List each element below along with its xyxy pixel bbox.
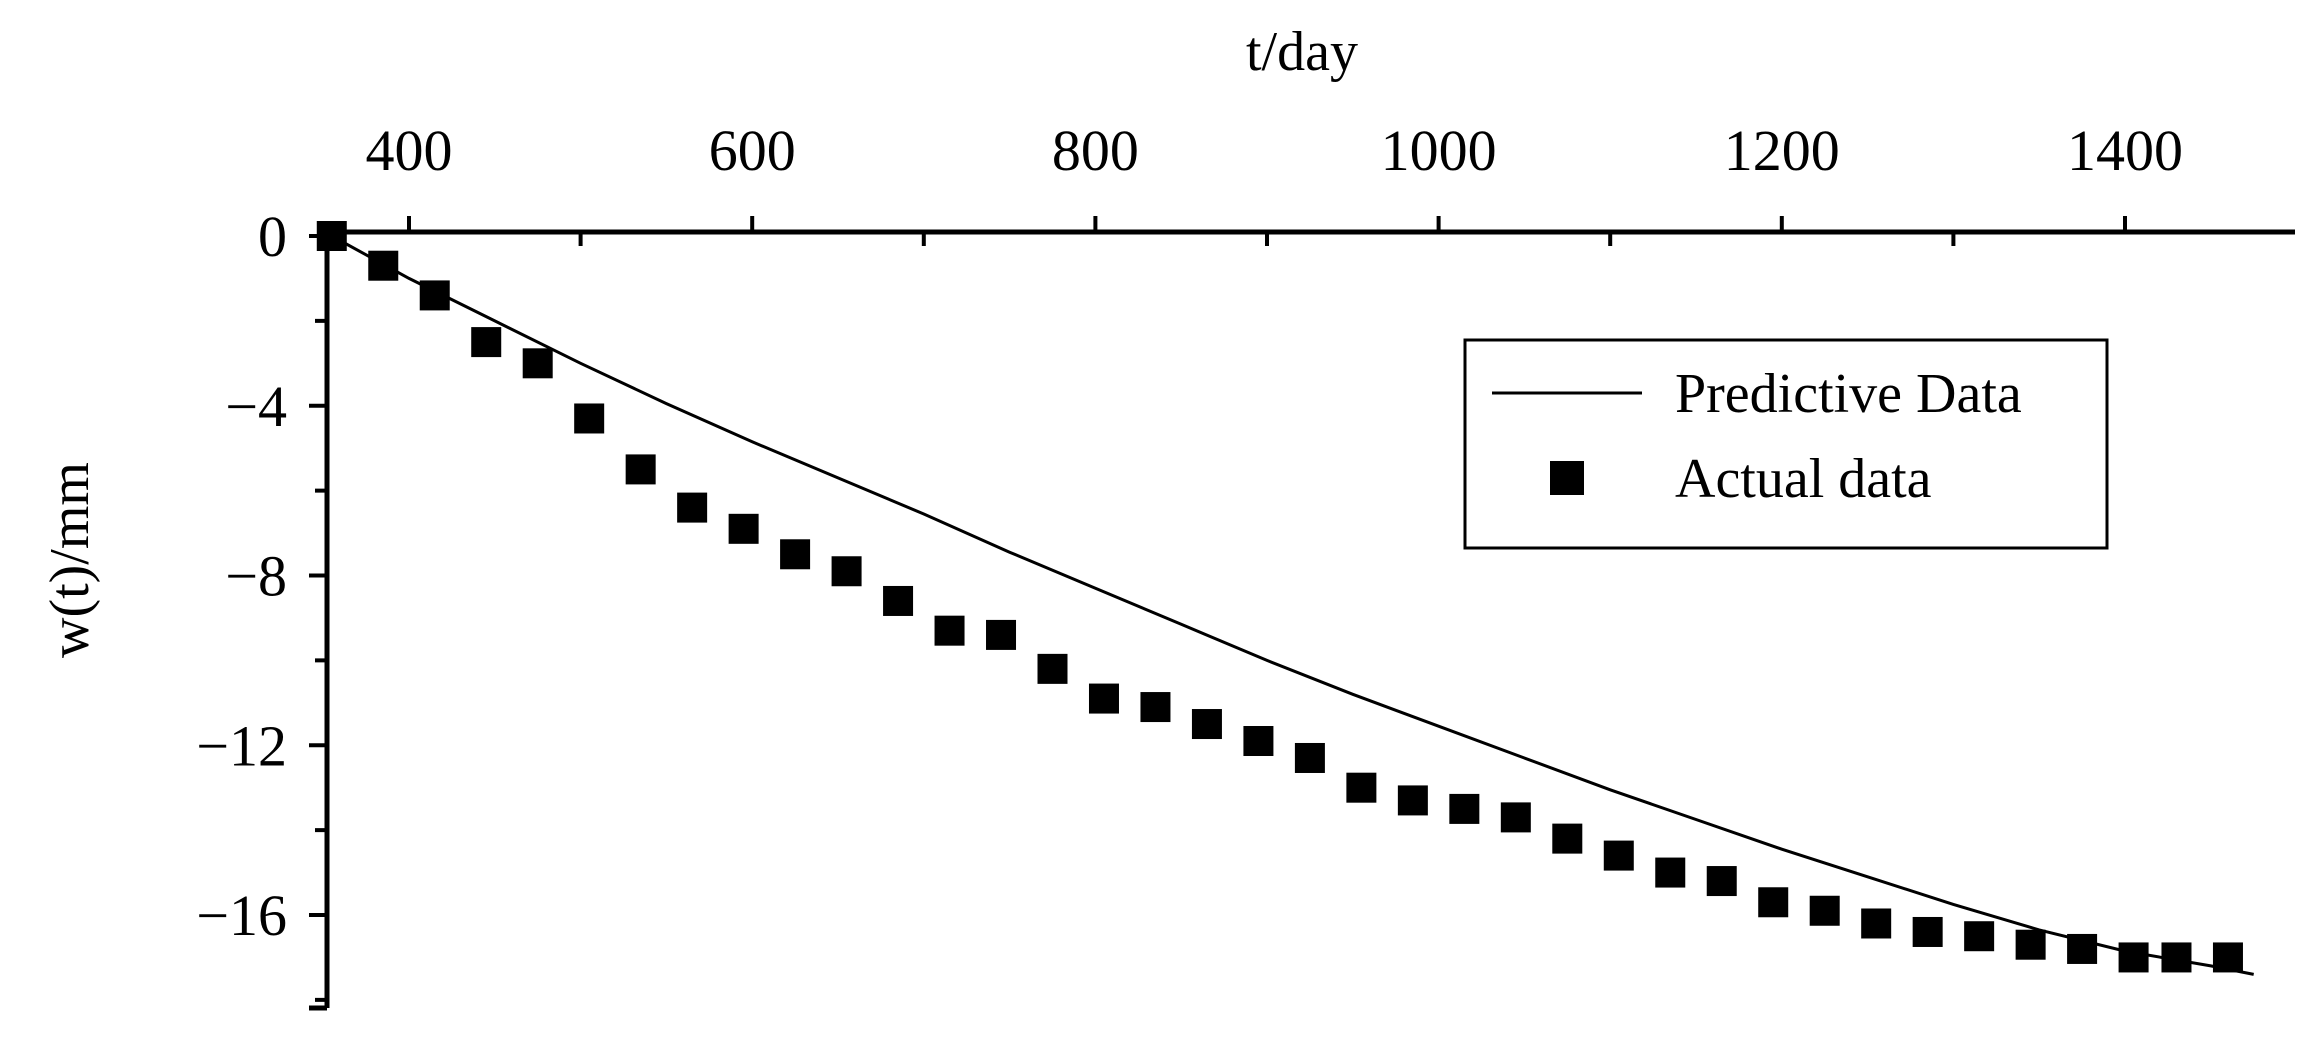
actual-data-point xyxy=(1809,895,1840,926)
actual-data-point xyxy=(728,513,759,544)
actual-data-point xyxy=(1964,921,1995,952)
actual-data-point xyxy=(780,539,811,570)
actual-data-point xyxy=(1191,709,1222,740)
actual-data-point xyxy=(574,403,605,434)
legend-label-predictive: Predictive Data xyxy=(1675,363,2022,425)
y-tick-label: −8 xyxy=(225,544,287,609)
x-tick-label: 1000 xyxy=(1381,118,1497,183)
y-tick-label: −4 xyxy=(225,374,287,439)
actual-data-point xyxy=(2118,942,2149,973)
actual-data-point xyxy=(677,492,708,523)
x-tick-label: 1400 xyxy=(2067,118,2183,183)
actual-data-point xyxy=(1140,692,1171,723)
actual-data-point xyxy=(625,454,656,485)
y-tick-label: −12 xyxy=(196,713,287,778)
x-tick-label: 800 xyxy=(1052,118,1139,183)
actual-data-point xyxy=(2067,933,2098,964)
actual-data-point xyxy=(1758,887,1789,918)
actual-data-point xyxy=(2161,942,2192,973)
x-tick-label: 400 xyxy=(366,118,453,183)
x-tick-label: 600 xyxy=(709,118,796,183)
y-tick-label: −16 xyxy=(196,883,287,948)
actual-data-point xyxy=(1861,908,1892,939)
actual-data-point xyxy=(1037,653,1068,684)
actual-data-point xyxy=(2212,942,2243,973)
actual-data-point xyxy=(986,619,1017,650)
actual-data-point xyxy=(883,585,914,616)
actual-data-point xyxy=(419,280,450,311)
actual-data-point xyxy=(1449,793,1480,824)
x-tick-label: 1200 xyxy=(1724,118,1840,183)
y-tick-label: 0 xyxy=(258,204,287,269)
actual-data-point xyxy=(934,615,965,646)
actual-data-point xyxy=(1243,726,1274,757)
legend-box xyxy=(1463,338,2109,550)
actual-data-point xyxy=(471,327,502,358)
axes: 400 600 800 1000 1200 1400 0 −4 −8 −12 −16 xyxy=(196,118,2295,1011)
actual-data-point xyxy=(1500,802,1531,833)
actual-data-point xyxy=(2015,929,2046,960)
legend-square-swatch xyxy=(1550,461,1584,495)
actual-data-point xyxy=(831,556,862,587)
actual-data-point xyxy=(522,348,553,379)
actual-data-point xyxy=(1346,772,1377,803)
y-axis-title: w(t)/mm xyxy=(39,462,101,658)
actual-data-point xyxy=(1603,840,1634,871)
actual-data-point xyxy=(1552,823,1583,854)
actual-data-point xyxy=(368,250,399,281)
actual-data-point xyxy=(1397,785,1428,816)
x-axis-title: t/day xyxy=(1246,21,1358,83)
plot-area xyxy=(316,221,2254,976)
actual-data-point xyxy=(1706,866,1737,897)
predictive-data-line xyxy=(331,234,2254,976)
actual-data-point xyxy=(316,221,347,251)
legend-label-actual: Actual data xyxy=(1675,448,1932,510)
actual-data-point xyxy=(1912,916,1943,947)
actual-data-point xyxy=(1294,742,1325,773)
actual-data-point xyxy=(1655,857,1686,888)
legend: Predictive Data Actual data xyxy=(1463,338,2109,550)
actual-data-point xyxy=(1088,683,1119,714)
